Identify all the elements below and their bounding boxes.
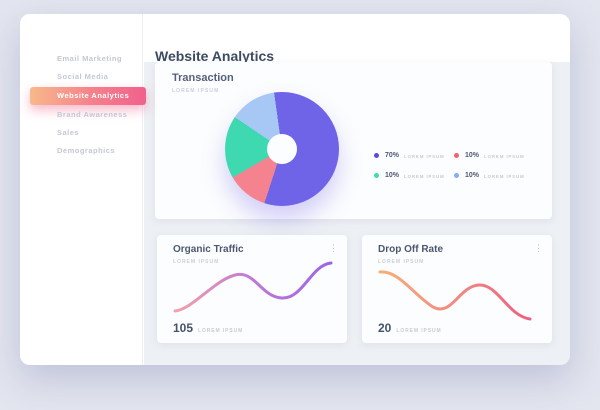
legend-item-teal: 10% LOREM IPSUM xyxy=(374,172,454,179)
donut-legend: 70% LOREM IPSUM 10% LOREM IPSUM 10% LORE… xyxy=(374,152,525,179)
legend-label: LOREM IPSUM xyxy=(404,153,445,159)
organic-value-label: LOREM IPSUM xyxy=(198,328,244,334)
sidebar-item-brand-awareness[interactable]: Brand Awareness xyxy=(57,110,128,119)
dashboard-window: Email Marketing Social Media Website Ana… xyxy=(20,14,570,365)
organic-value: 105 xyxy=(173,321,194,335)
kebab-menu-icon[interactable]: ⋮ xyxy=(534,243,543,253)
dropoff-value-row: 20 LOREM IPSUM xyxy=(378,321,442,335)
legend-dot-red-icon xyxy=(454,153,459,158)
organic-traffic-card: Organic Traffic LOREM IPSUM ⋮ 105 LOREM … xyxy=(157,235,347,343)
page-title: Website Analytics xyxy=(155,48,275,65)
legend-value: 10% xyxy=(465,152,480,159)
sidebar-item-demographics[interactable]: Demographics xyxy=(57,146,116,155)
legend-value: 10% xyxy=(385,172,400,179)
organic-value-row: 105 LOREM IPSUM xyxy=(173,321,243,335)
donut-chart xyxy=(225,92,339,206)
transaction-card: Transaction LOREM IPSUM 70% LOREM IPSUM … xyxy=(155,62,552,219)
legend-label: LOREM IPSUM xyxy=(484,153,525,159)
dropoff-value: 20 xyxy=(378,321,392,335)
dropoff-card-subtitle: LOREM IPSUM xyxy=(378,259,425,265)
legend-dot-purple-icon xyxy=(374,153,379,158)
organic-card-title: Organic Traffic xyxy=(173,244,244,255)
sidebar-item-website-analytics[interactable]: Website Analytics xyxy=(30,87,146,105)
transaction-card-title: Transaction xyxy=(172,72,234,84)
kebab-menu-icon[interactable]: ⋮ xyxy=(329,243,338,253)
legend-item-red: 10% LOREM IPSUM xyxy=(454,152,525,159)
organic-card-subtitle: LOREM IPSUM xyxy=(173,259,220,265)
sidebar-item-social-media[interactable]: Social Media xyxy=(57,72,109,81)
transaction-card-subtitle: LOREM IPSUM xyxy=(172,88,220,94)
dropoff-value-label: LOREM IPSUM xyxy=(396,328,442,334)
sidebar-item-email-marketing[interactable]: Email Marketing xyxy=(57,54,123,63)
legend-label: LOREM IPSUM xyxy=(484,173,525,179)
dropoff-card-title: Drop Off Rate xyxy=(378,244,443,255)
legend-label: LOREM IPSUM xyxy=(404,173,445,179)
legend-value: 70% xyxy=(385,152,400,159)
legend-dot-blue-icon xyxy=(454,173,459,178)
drop-off-rate-card: Drop Off Rate LOREM IPSUM ⋮ 20 LOREM IPS… xyxy=(362,235,552,343)
sidebar-item-sales[interactable]: Sales xyxy=(57,128,80,137)
legend-dot-teal-icon xyxy=(374,173,379,178)
legend-item-purple: 70% LOREM IPSUM xyxy=(374,152,454,159)
sidebar: Email Marketing Social Media Website Ana… xyxy=(20,14,146,365)
legend-value: 10% xyxy=(465,172,480,179)
legend-item-blue: 10% LOREM IPSUM xyxy=(454,172,525,179)
